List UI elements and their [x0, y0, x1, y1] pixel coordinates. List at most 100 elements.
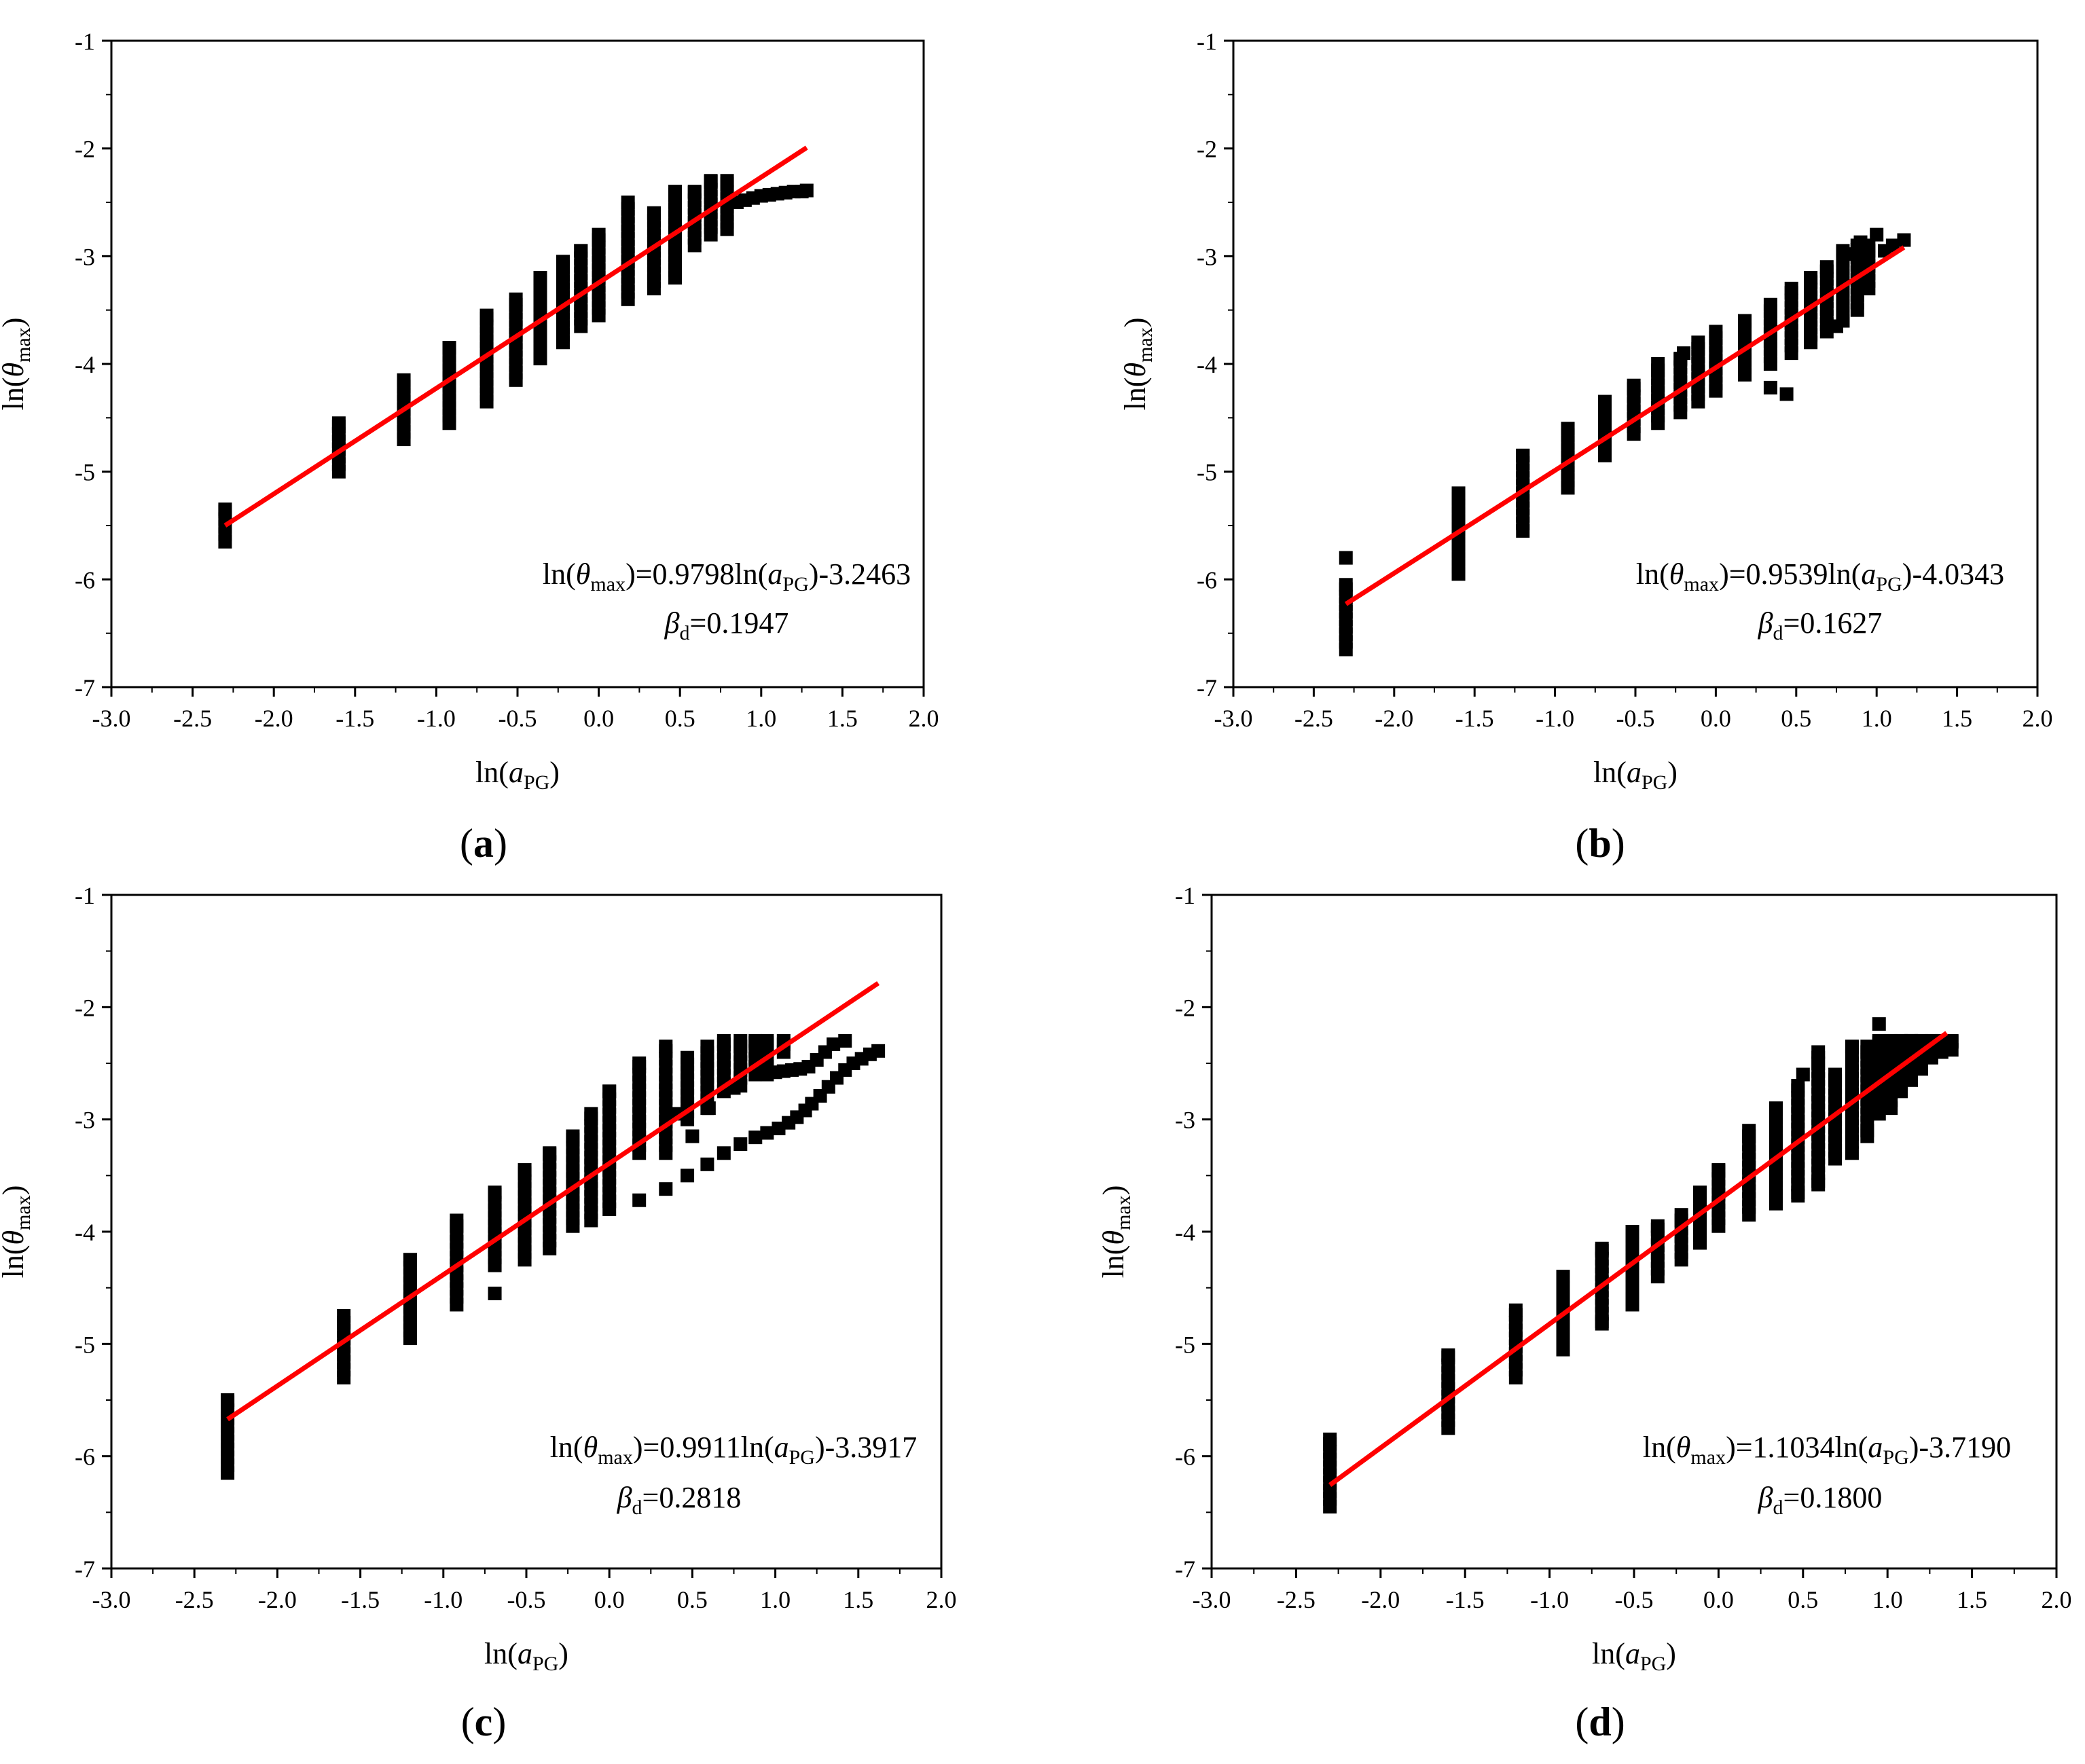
data-point — [1339, 578, 1353, 592]
data-point — [659, 1040, 673, 1054]
data-point — [799, 183, 814, 198]
y-tick-label: -4 — [75, 1219, 95, 1246]
data-point — [533, 271, 547, 285]
data-point — [479, 308, 494, 323]
data-point — [337, 1309, 351, 1323]
x-tick-label: -3.0 — [92, 705, 131, 732]
fit-line — [226, 981, 880, 1422]
x-tick-label: -3.0 — [1214, 705, 1253, 732]
y-tick-label: -6 — [75, 1444, 95, 1471]
data-point — [827, 1037, 841, 1051]
x-tick-label: 0.5 — [1781, 705, 1811, 732]
data-point — [509, 292, 523, 306]
data-point — [632, 1056, 647, 1070]
y-tick-label: -5 — [1197, 459, 1217, 486]
data-point — [704, 174, 718, 188]
x-tick-label: 1.0 — [1872, 1586, 1903, 1613]
y-axis-label: ln(θmax) — [0, 1186, 35, 1279]
x-tick-label: 1.0 — [760, 1586, 791, 1613]
fit-line — [1328, 1031, 1948, 1487]
beta-d-value: βd=0.1947 — [664, 606, 789, 644]
data-point — [647, 206, 661, 220]
x-tick-label: -3.0 — [1193, 1586, 1231, 1613]
data-point — [1779, 387, 1794, 401]
data-point — [733, 1137, 748, 1152]
data-point — [1804, 271, 1818, 285]
data-point — [1791, 1079, 1805, 1093]
x-tick-label: -1.5 — [1455, 705, 1494, 732]
x-axis-label: ln(aPG) — [475, 756, 560, 794]
panel-label: (d) — [1575, 1699, 1625, 1744]
data-point — [1811, 1177, 1826, 1192]
x-tick-label: -1.5 — [341, 1586, 380, 1613]
x-tick-label: -0.5 — [1616, 705, 1655, 732]
data-point — [1830, 319, 1843, 333]
x-tick-label: 1.0 — [746, 705, 776, 732]
x-tick-label: -1.0 — [417, 705, 456, 732]
data-point — [584, 1107, 598, 1121]
data-point — [1791, 1189, 1805, 1203]
x-tick-label: 0.5 — [1788, 1586, 1818, 1613]
data-point — [687, 185, 702, 199]
panel-label: (b) — [1575, 821, 1625, 866]
data-point — [1595, 1241, 1609, 1255]
data-point — [1556, 1270, 1570, 1284]
x-tick-label: -1.5 — [1446, 1586, 1485, 1613]
beta-d-value: βd=0.1800 — [1758, 1481, 1883, 1519]
data-point — [218, 502, 232, 517]
y-tick-label: -2 — [1175, 994, 1195, 1021]
data-point — [1845, 1040, 1859, 1054]
data-point — [748, 1033, 763, 1048]
data-point — [1561, 422, 1575, 436]
data-point — [632, 1193, 647, 1207]
data-point — [488, 1186, 502, 1200]
y-tick-label: -3 — [1175, 1107, 1195, 1134]
x-tick-label: -2.0 — [255, 705, 293, 732]
y-tick-label: -2 — [75, 994, 95, 1021]
y-tick-label: -5 — [75, 1331, 95, 1358]
data-point — [1819, 260, 1834, 274]
data-point — [1339, 551, 1353, 565]
data-point — [702, 1101, 716, 1116]
data-point — [720, 174, 734, 188]
data-point — [1796, 1067, 1810, 1082]
y-tick-label: -4 — [1175, 1219, 1195, 1246]
y-tick-label: -5 — [75, 459, 95, 486]
data-point — [1516, 448, 1530, 462]
data-point — [1451, 486, 1466, 500]
x-tick-label: -1.0 — [424, 1586, 463, 1613]
fit-equation: ln(θmax)=0.9798ln(aPG)-3.2463 — [543, 557, 911, 595]
y-tick-label: -1 — [75, 28, 95, 55]
y-tick-label: -1 — [75, 882, 95, 909]
x-tick-label: 2.0 — [926, 1586, 957, 1613]
data-point — [1885, 238, 1900, 253]
data-point — [1763, 380, 1777, 394]
data-point — [1872, 1033, 1886, 1048]
data-point — [760, 1126, 774, 1140]
beta-d-value: βd=0.2818 — [617, 1481, 742, 1519]
x-tick-label: 0.5 — [665, 705, 695, 732]
data-point — [621, 196, 635, 209]
data-point — [1860, 1040, 1874, 1054]
data-point — [450, 1213, 464, 1228]
x-tick-label: 1.5 — [1942, 705, 1972, 732]
y-tick-label: -5 — [1175, 1331, 1195, 1358]
x-tick-label: -1.5 — [336, 705, 374, 732]
x-tick-label: 0.0 — [1703, 1586, 1734, 1613]
fit-line — [1344, 245, 1906, 606]
y-tick-label: -4 — [1197, 351, 1217, 378]
data-point — [1944, 1033, 1959, 1048]
x-tick-label: -1.0 — [1536, 705, 1574, 732]
x-tick-label: -2.5 — [1277, 1586, 1316, 1613]
data-point — [556, 255, 570, 269]
data-point — [1709, 325, 1723, 339]
data-point — [681, 1169, 695, 1183]
beta-d-value: βd=0.1627 — [1758, 606, 1883, 644]
data-point — [331, 416, 346, 430]
data-point — [442, 341, 456, 355]
data-point — [717, 1033, 731, 1048]
data-point — [574, 244, 588, 258]
data-point — [1677, 346, 1691, 361]
data-point — [1693, 1186, 1707, 1200]
y-tick-label: -2 — [1197, 136, 1217, 163]
